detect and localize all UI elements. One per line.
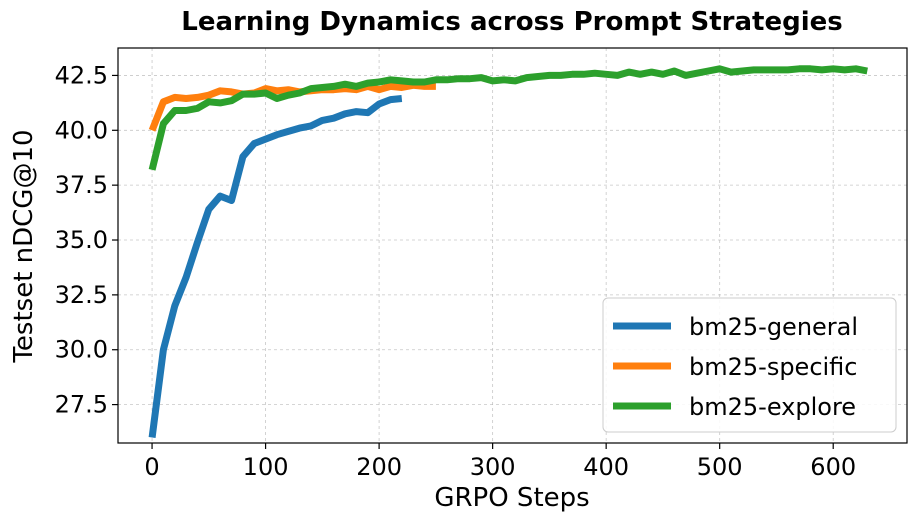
x-tick-label: 200 <box>356 453 402 481</box>
legend-label-bm25-specific: bm25-specific <box>689 353 858 381</box>
chart-title: Learning Dynamics across Prompt Strategi… <box>181 7 842 37</box>
y-tick-label: 35.0 <box>55 226 108 254</box>
y-tick-label: 32.5 <box>55 281 108 309</box>
series-line-bm25-general <box>148 95 403 438</box>
x-tick-label: 500 <box>697 453 743 481</box>
legend-box <box>602 297 897 433</box>
y-tick-label: 40.0 <box>55 116 108 144</box>
series-lines <box>148 65 868 438</box>
x-tick-label: 400 <box>583 453 629 481</box>
legend-label-bm25-general: bm25-general <box>689 313 858 341</box>
x-tick-label: 300 <box>470 453 516 481</box>
x-axis-label: GRPO Steps <box>434 483 589 513</box>
y-tick-label: 27.5 <box>55 391 108 419</box>
legend: bm25-general bm25-specific bm25-explore <box>602 297 897 433</box>
plot-area-frame <box>117 47 908 444</box>
y-tick-label: 42.5 <box>55 61 108 89</box>
y-tick-label: 30.0 <box>55 336 108 364</box>
x-tick-label: 600 <box>810 453 856 481</box>
y-tick-label: 37.5 <box>55 171 108 199</box>
legend-label-bm25-explore: bm25-explore <box>689 393 856 421</box>
x-tick-label: 100 <box>243 453 289 481</box>
axis-ticks: 0 100 200 300 400 500 600 27.5 30.0 32.5 35.0 37.5 4… <box>55 61 857 481</box>
x-tick-label: 0 <box>144 453 159 481</box>
series-line-bm25-explore <box>148 65 868 171</box>
y-axis-label: Testset nDCG@10 <box>9 129 39 363</box>
